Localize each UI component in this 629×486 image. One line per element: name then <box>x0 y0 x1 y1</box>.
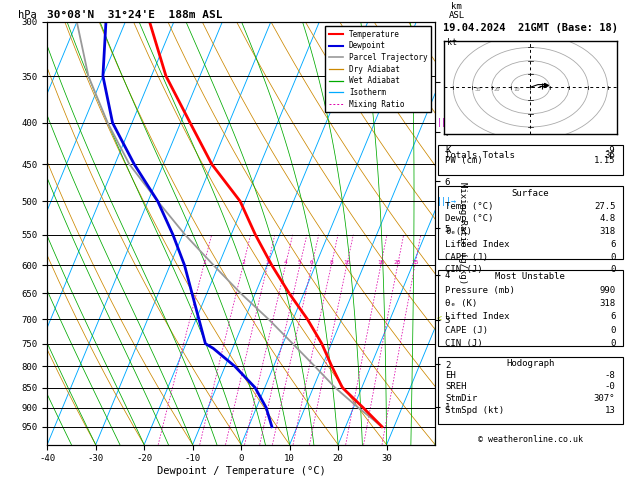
Text: 36: 36 <box>604 151 615 160</box>
Text: StmDir: StmDir <box>445 394 477 403</box>
Text: 13: 13 <box>604 406 615 415</box>
Text: Lifted Index: Lifted Index <box>445 312 510 321</box>
Text: Pressure (mb): Pressure (mb) <box>445 286 515 295</box>
Text: |||→: |||→ <box>437 119 457 127</box>
Legend: Temperature, Dewpoint, Parcel Trajectory, Dry Adiabat, Wet Adiabat, Isotherm, Mi: Temperature, Dewpoint, Parcel Trajectory… <box>325 26 431 112</box>
Text: θₑ(K): θₑ(K) <box>445 227 472 236</box>
Text: CAPE (J): CAPE (J) <box>445 253 488 261</box>
Text: CAPE (J): CAPE (J) <box>445 326 488 334</box>
Text: 25: 25 <box>411 260 419 265</box>
Text: <: < <box>437 315 442 324</box>
Text: 1.15: 1.15 <box>594 156 615 165</box>
Text: 1: 1 <box>202 260 206 265</box>
Text: 27.5: 27.5 <box>594 202 615 210</box>
Text: 5: 5 <box>298 260 302 265</box>
Text: PW (cm): PW (cm) <box>445 156 483 165</box>
Text: Surface: Surface <box>511 189 549 198</box>
Text: 19.04.2024  21GMT (Base: 18): 19.04.2024 21GMT (Base: 18) <box>443 23 618 33</box>
Text: |||→: |||→ <box>437 197 457 206</box>
Text: EH: EH <box>445 371 456 380</box>
Text: 307°: 307° <box>594 394 615 403</box>
Text: 318: 318 <box>599 227 615 236</box>
Text: 10: 10 <box>343 260 350 265</box>
Text: Totals Totals: Totals Totals <box>445 151 515 160</box>
Text: 0: 0 <box>610 265 615 274</box>
Text: CIN (J): CIN (J) <box>445 265 483 274</box>
Text: Lifted Index: Lifted Index <box>445 240 510 249</box>
Text: km
ASL: km ASL <box>448 2 464 20</box>
Text: Temp (°C): Temp (°C) <box>445 202 494 210</box>
Text: -9: -9 <box>604 146 615 155</box>
Text: CIN (J): CIN (J) <box>445 339 483 347</box>
Text: 990: 990 <box>599 286 615 295</box>
Text: K: K <box>445 146 451 155</box>
Text: SREH: SREH <box>445 382 467 391</box>
Text: θₑ (K): θₑ (K) <box>445 299 477 308</box>
Text: 2: 2 <box>242 260 245 265</box>
Text: 4: 4 <box>284 260 287 265</box>
Text: 30°08'N  31°24'E  188m ASL: 30°08'N 31°24'E 188m ASL <box>47 10 223 20</box>
Text: © weatheronline.co.uk: © weatheronline.co.uk <box>478 435 583 444</box>
X-axis label: Dewpoint / Temperature (°C): Dewpoint / Temperature (°C) <box>157 466 326 476</box>
Text: 4.8: 4.8 <box>599 214 615 224</box>
Text: 0: 0 <box>610 326 615 334</box>
Text: Hodograph: Hodograph <box>506 359 555 367</box>
Text: 6: 6 <box>310 260 314 265</box>
Text: 20: 20 <box>394 260 401 265</box>
Text: -8: -8 <box>604 371 615 380</box>
Text: 16: 16 <box>377 260 384 265</box>
Text: Dewp (°C): Dewp (°C) <box>445 214 494 224</box>
Y-axis label: Mixing Ratio (g/kg): Mixing Ratio (g/kg) <box>458 182 467 284</box>
Text: StmSpd (kt): StmSpd (kt) <box>445 406 504 415</box>
Text: 0: 0 <box>610 339 615 347</box>
Text: -0: -0 <box>604 382 615 391</box>
Text: 0: 0 <box>610 253 615 261</box>
Text: 8: 8 <box>330 260 333 265</box>
Text: 3: 3 <box>265 260 269 265</box>
Text: 318: 318 <box>599 299 615 308</box>
Text: 6: 6 <box>610 240 615 249</box>
Text: Most Unstable: Most Unstable <box>496 272 565 281</box>
Text: hPa: hPa <box>18 10 37 20</box>
Text: 6: 6 <box>610 312 615 321</box>
